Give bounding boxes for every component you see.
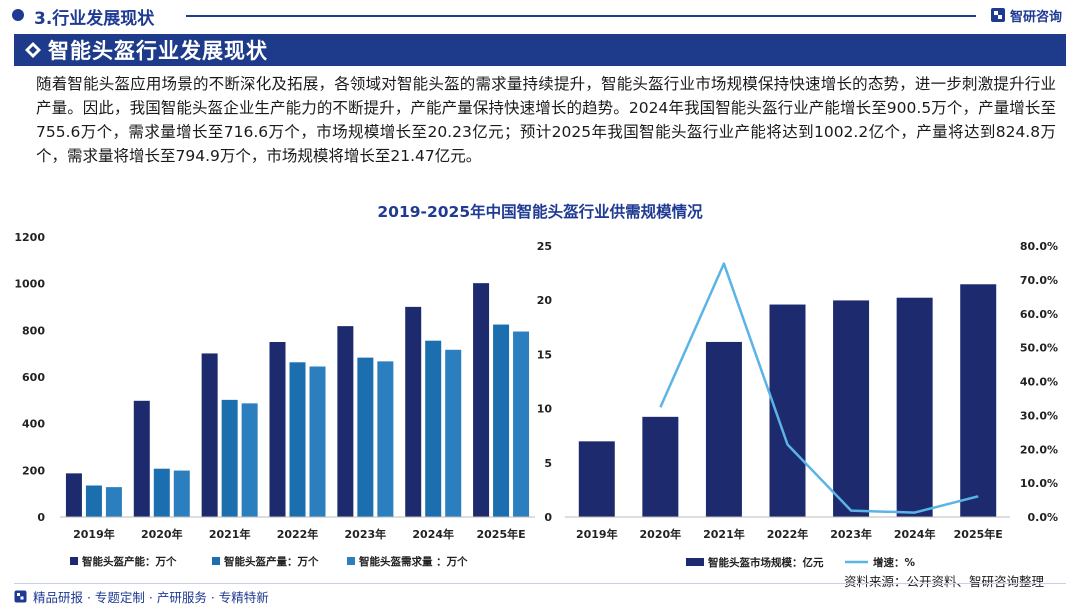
left-x-tick-label: 2025年E (477, 527, 526, 541)
bar-market-size (642, 416, 679, 517)
bar-demand (309, 366, 326, 517)
right-chart-right-y-tick-label: 0.0% (1027, 511, 1058, 524)
left-y-tick-label: 400 (22, 418, 45, 431)
right-chart-left-y-tick-label: 10 (537, 403, 553, 416)
bar-market-size (960, 284, 997, 517)
right-chart-left-y-tick-label: 25 (537, 240, 552, 253)
bar-capacity (269, 342, 286, 517)
right-chart-right-y-tick-label: 80.0% (1020, 240, 1058, 253)
legend-swatch-demand (347, 557, 355, 565)
footer-tagline: 精品研报 · 专题定制 · 产研服务 · 专精特新 (33, 589, 269, 605)
brand: 智研咨询 (990, 5, 1062, 25)
bar-market-size (833, 300, 870, 517)
right-chart-right-y-tick-label: 40.0% (1020, 376, 1058, 389)
bar-demand (241, 403, 258, 517)
bar-demand (105, 487, 122, 517)
chart-title: 2019-2025年中国智能头盔行业供需规模情况 (377, 203, 703, 221)
left-x-tick-label: 2021年 (209, 527, 251, 541)
bar-capacity (337, 326, 354, 517)
bar-demand (173, 470, 190, 517)
right-chart-right-y-tick-label: 50.0% (1020, 342, 1058, 355)
bar-demand (513, 331, 530, 517)
right-chart-right-y-tick-label: 20.0% (1020, 443, 1058, 456)
bar-output (221, 399, 238, 517)
footer-divider (14, 583, 1066, 584)
left-y-tick-label: 1000 (14, 278, 45, 291)
section-label: 3.行业发展现状 (34, 9, 155, 29)
right-chart-left-y-tick-label: 5 (544, 457, 552, 470)
header-divider (186, 15, 976, 17)
bar-capacity (473, 283, 490, 517)
legend-swatch-capacity (70, 557, 78, 565)
legend-swatch-output (212, 557, 220, 565)
section-dot-icon (12, 9, 24, 21)
brand-logo-icon (991, 8, 1005, 22)
bar-capacity (133, 400, 150, 517)
intro-paragraph: 随着智能头盔应用场景的不断深化及拓展，各领域对智能头盔的需求量持续提升，智能头盔… (36, 75, 1056, 165)
right-x-tick-label: 2020年 (640, 527, 682, 541)
source-note: 资料来源：公开资料、智研咨询整理 (843, 574, 1044, 589)
legend-label-capacity: 智能头盔产能：万个 (81, 555, 177, 568)
bar-demand (445, 349, 462, 517)
right-x-tick-label: 2021年 (703, 527, 745, 541)
legend-label-growth-rate: 增速：% (873, 556, 915, 569)
bar-market-size (705, 341, 742, 517)
left-x-tick-label: 2020年 (141, 527, 183, 541)
bar-output (85, 485, 102, 517)
right-chart-right-y-tick-label: 60.0% (1020, 308, 1058, 321)
left-x-tick-label: 2019年 (73, 527, 115, 541)
diamond-icon (25, 42, 41, 58)
footer: 精品研报 · 专题定制 · 产研服务 · 专精特新 (14, 587, 269, 605)
right-x-tick-label: 2019年 (576, 527, 618, 541)
brand-name: 智研咨询 (1010, 9, 1063, 25)
left-x-tick-label: 2022年 (277, 527, 319, 541)
bar-capacity (405, 306, 422, 517)
bar-market-size (896, 297, 933, 517)
right-chart-right-y-tick-label: 70.0% (1020, 274, 1058, 287)
right-chart-left-y-tick-label: 15 (537, 348, 552, 361)
right-chart-left-y-tick-label: 20 (537, 294, 553, 307)
bar-output (425, 340, 442, 517)
legend-label-market-size: 智能头盔市场规模：亿元 (707, 556, 824, 569)
footer-logo-icon (14, 590, 27, 602)
page-title: 智能头盔行业发展现状 (48, 39, 268, 63)
bar-output (153, 468, 170, 517)
bar-output (493, 324, 510, 517)
title-band: 智能头盔行业发展现状 (14, 34, 1066, 66)
right-chart-left-y-tick-label: 0 (544, 511, 552, 524)
bar-output (289, 362, 306, 517)
left-y-tick-label: 600 (22, 371, 45, 384)
right-x-tick-label: 2024年 (894, 527, 936, 541)
bar-demand (377, 361, 394, 517)
top-bar: 3.行业发展现状 智研咨询 (0, 0, 1080, 30)
legend-swatch-market-size (686, 558, 704, 566)
left-y-tick-label: 0 (37, 511, 45, 524)
right-x-tick-label: 2022年 (767, 527, 809, 541)
left-y-tick-label: 1200 (14, 231, 45, 244)
bar-capacity (201, 353, 218, 517)
right-x-tick-label: 2025年E (954, 527, 1003, 541)
right-x-tick-label: 2023年 (830, 527, 872, 541)
left-y-tick-label: 800 (22, 324, 45, 337)
right-chart-right-y-tick-label: 10.0% (1020, 477, 1058, 490)
right-chart-right-y-tick-label: 30.0% (1020, 409, 1058, 422)
left-x-tick-label: 2024年 (412, 527, 454, 541)
bar-capacity (65, 473, 82, 517)
line-growth-rate (659, 262, 979, 514)
left-x-tick-label: 2023年 (345, 527, 387, 541)
legend-label-output: 智能头盔产量：万个 (223, 555, 319, 568)
bar-output (357, 357, 374, 517)
bar-market-size (578, 441, 615, 517)
left-y-tick-label: 200 (22, 464, 45, 477)
legend-label-demand: 智能头盔需求量 ：万个 (358, 555, 468, 568)
